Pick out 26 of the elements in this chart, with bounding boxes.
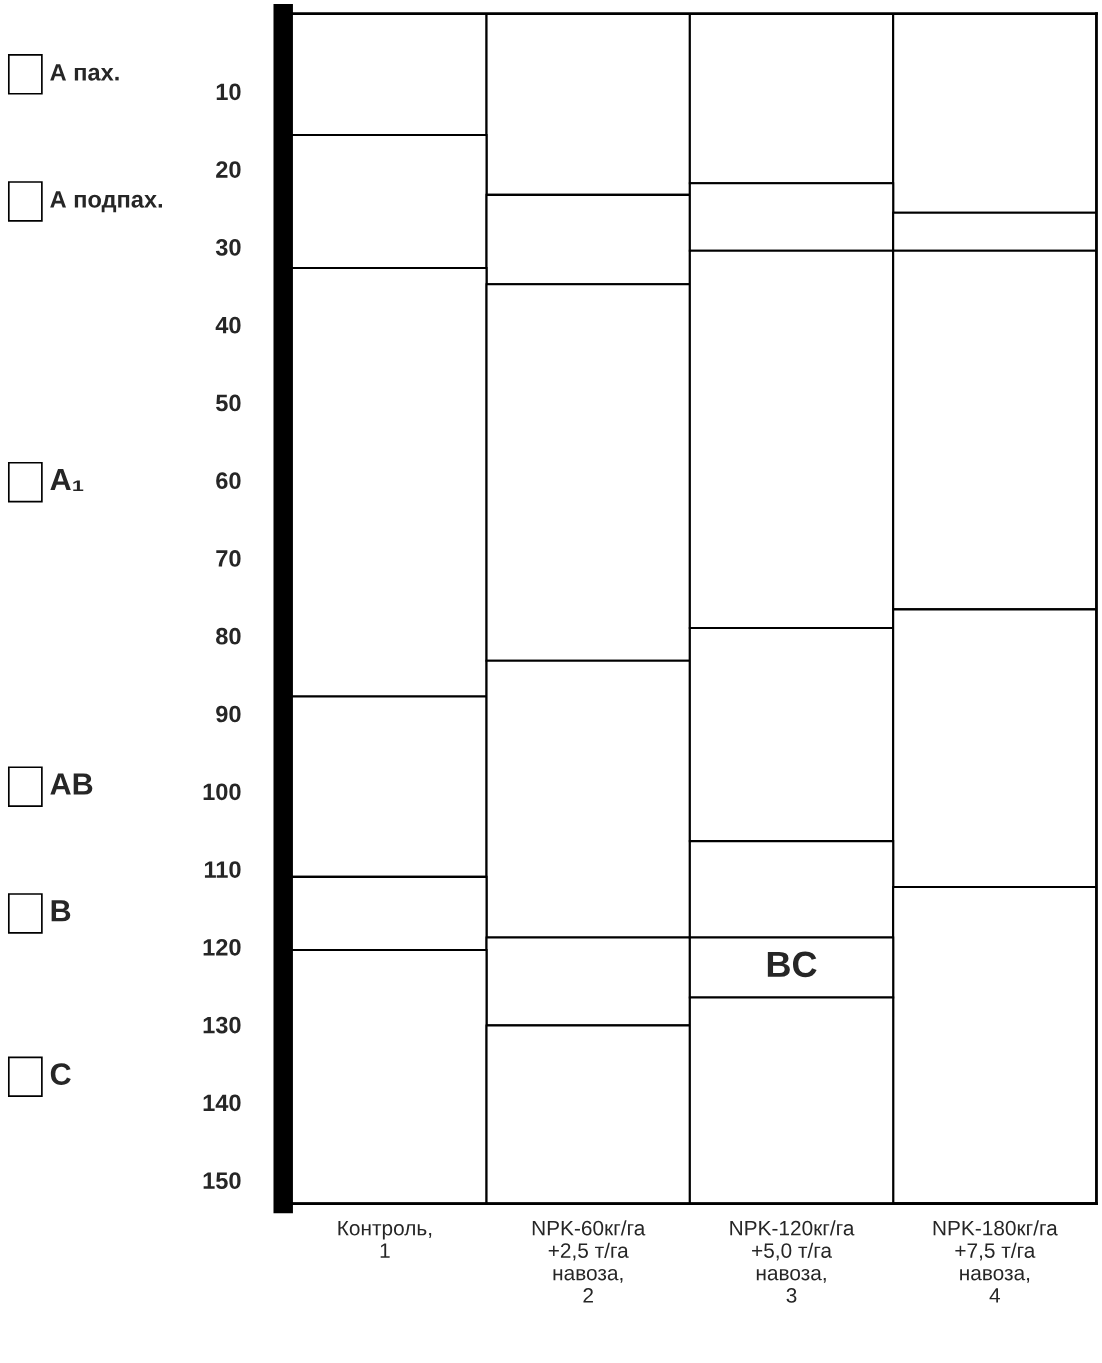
y-tick-label: 70	[216, 550, 241, 567]
legend-label: А пах.	[50, 64, 119, 81]
y-tick-label: 80	[216, 627, 241, 645]
y-tick-label: 20	[216, 161, 241, 178]
legend-label: B	[51, 900, 71, 922]
y-tick-label: 40	[215, 316, 241, 334]
legend-label: А подпах.	[50, 191, 163, 213]
y-tick-label: 150	[203, 1172, 241, 1189]
y-tick-label: 90	[216, 705, 241, 723]
y-tick-label: 130	[203, 1016, 241, 1034]
x-tick-label: NPK-120кг/га +5,0 т/га навоза, 3	[730, 1220, 855, 1303]
x-tick-label: NPK-60кг/га +2,5 т/га навоза, 2	[532, 1220, 646, 1303]
legend-label: C	[50, 1063, 71, 1085]
y-tick-label: 60	[216, 472, 241, 490]
y-tick-label: 10	[216, 83, 241, 101]
y-tick-label: 30	[215, 239, 241, 256]
y-tick-label: 50	[216, 394, 241, 412]
x-tick-label: Контроль, 1	[338, 1220, 432, 1258]
legend-label: A₁	[50, 469, 84, 492]
series-label: BC	[767, 951, 817, 978]
x-tick-label: NPK-180кг/га +7,5 т/га навоза, 4	[933, 1220, 1058, 1303]
y-tick-label: 110	[204, 861, 241, 878]
y-tick-label: 140	[203, 1094, 241, 1112]
y-tick-label: 120	[203, 938, 241, 956]
legend-label: AB	[50, 773, 93, 795]
y-tick-label: 100	[203, 783, 241, 801]
